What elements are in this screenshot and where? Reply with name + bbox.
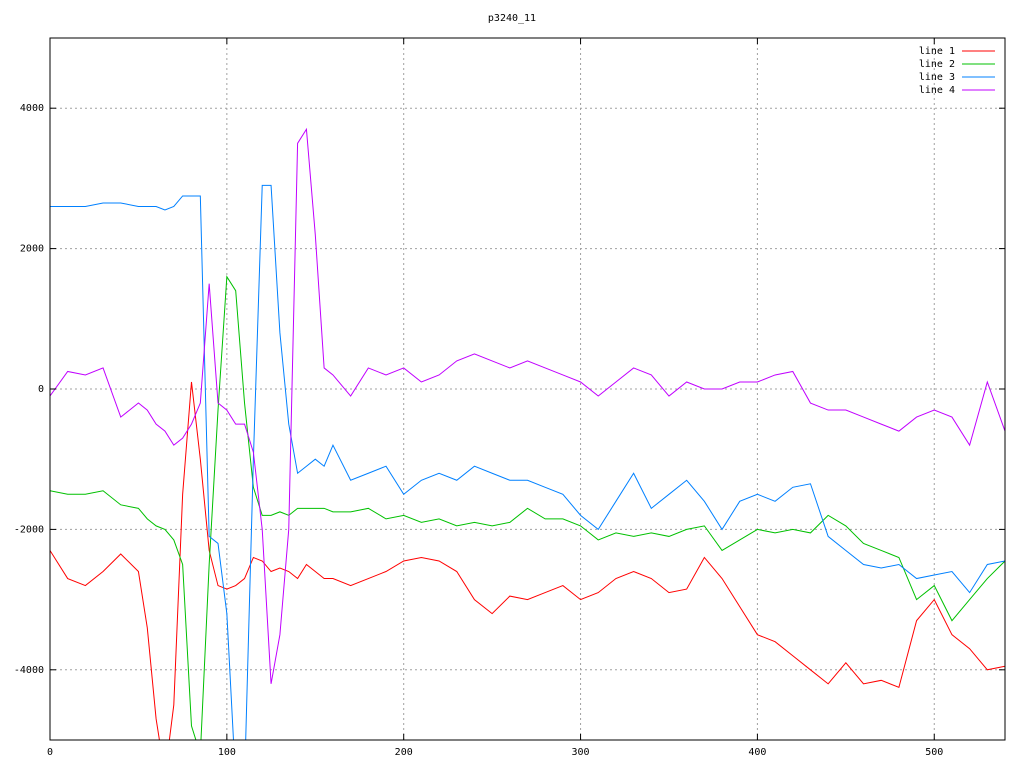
x-tick-label: 0 (47, 747, 53, 758)
x-tick-label: 200 (395, 747, 413, 758)
legend-label: line 4 (919, 85, 955, 96)
x-tick-label: 500 (925, 747, 943, 758)
data-line (50, 275, 1005, 740)
x-tick-label: 400 (748, 747, 766, 758)
y-tick-label: -4000 (14, 665, 44, 676)
y-tick-label: -2000 (14, 524, 44, 535)
data-line (50, 381, 1005, 740)
legend-label: line 1 (919, 46, 955, 57)
legend-label: line 3 (919, 72, 955, 83)
y-tick-label: 4000 (20, 103, 44, 114)
y-tick-label: 2000 (20, 244, 44, 255)
x-tick-label: 100 (218, 747, 236, 758)
data-line (50, 127, 1005, 684)
x-tick-label: 300 (572, 747, 590, 758)
data-line (50, 184, 1005, 740)
legend-label: line 2 (919, 59, 955, 70)
chart-title: p3240_11 (488, 13, 536, 24)
y-tick-label: 0 (38, 384, 44, 395)
